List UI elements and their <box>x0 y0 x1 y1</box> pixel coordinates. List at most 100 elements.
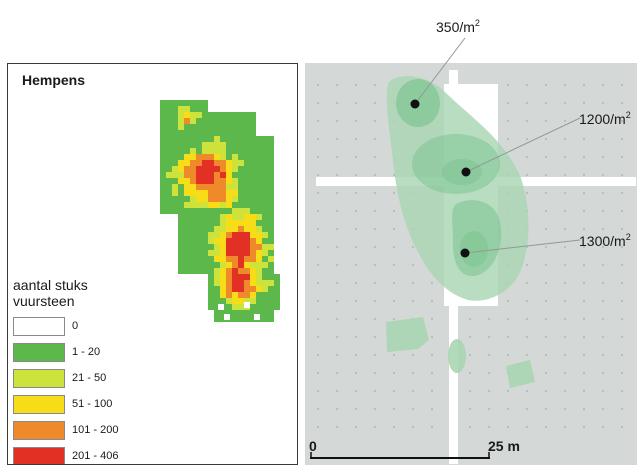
sample-point <box>316 299 320 303</box>
heatmap-cell <box>268 232 274 238</box>
heatmap-cell <box>166 202 172 208</box>
sample-point <box>316 317 320 321</box>
heatmap-cell <box>202 184 208 190</box>
heatmap-cell <box>274 298 280 304</box>
sample-point <box>354 101 358 105</box>
sample-point <box>335 83 339 87</box>
heatmap-cell <box>214 118 220 124</box>
legend: aantal stuks vuursteen 0 1 - 20 21 - 50 … <box>13 277 173 464</box>
heatmap-cell <box>214 304 220 310</box>
heatmap-cell <box>178 124 184 130</box>
sample-point <box>316 155 320 159</box>
heatmap-cell <box>196 202 202 208</box>
leader-line-1300 <box>464 239 581 254</box>
heatmap-cell <box>226 274 232 280</box>
heatmap-cell <box>226 220 232 226</box>
heatmap-cell <box>190 118 196 124</box>
heatmap-cell <box>196 196 202 202</box>
heatmap-cell <box>202 112 208 118</box>
heatmap-cell <box>172 172 178 178</box>
sample-point <box>601 245 605 249</box>
heatmap-cell <box>184 232 190 238</box>
sample-point <box>601 389 605 393</box>
heatmap-cell <box>160 124 166 130</box>
heatmap-cell <box>262 292 268 298</box>
heatmap-cell <box>232 124 238 130</box>
sample-point <box>601 83 605 87</box>
heatmap-cell <box>196 262 202 268</box>
heatmap-cell <box>268 160 274 166</box>
sample-point <box>335 191 339 195</box>
sample-point <box>563 155 567 159</box>
legend-label: 0 <box>72 320 79 332</box>
heatmap-cell <box>184 160 190 166</box>
heatmap-cell <box>256 214 262 220</box>
sample-point <box>563 425 567 429</box>
sample-point <box>354 119 358 123</box>
heatmap-cell <box>268 184 274 190</box>
heatmap-cell <box>196 160 202 166</box>
heatmap-cell <box>232 280 238 286</box>
density-annotation-exp: 2 <box>474 18 480 28</box>
heatmap-cell <box>268 250 274 256</box>
sample-point <box>506 353 510 357</box>
heatmap-cell <box>184 178 190 184</box>
heatmap-cell <box>202 208 208 214</box>
sample-point <box>316 335 320 339</box>
legend-item: 51 - 100 <box>13 391 173 417</box>
sample-point <box>582 173 586 177</box>
sample-point <box>316 353 320 357</box>
heatmap-cell <box>238 310 244 316</box>
heatmap-cell <box>178 130 184 136</box>
heatmap-cell <box>238 112 244 118</box>
sample-point <box>335 335 339 339</box>
heatmap-cell <box>214 148 220 154</box>
heatmap-cell <box>238 130 244 136</box>
heatmap-cell <box>256 190 262 196</box>
heatmap-cell <box>184 244 190 250</box>
heatmap-cell <box>196 130 202 136</box>
heatmap-cell <box>208 208 214 214</box>
heatmap-cell <box>268 316 274 322</box>
heatmap-cell <box>232 220 238 226</box>
heatmap-cell <box>220 298 226 304</box>
heatmap-cell <box>208 148 214 154</box>
heatmap-cell-empty <box>254 314 260 320</box>
heatmap-cell <box>178 166 184 172</box>
heatmap-cell <box>244 220 250 226</box>
heatmap-cell <box>220 316 226 322</box>
sample-point <box>335 281 339 285</box>
sample-point <box>601 173 605 177</box>
heatmap-cell <box>244 112 250 118</box>
heatmap-cell <box>208 172 214 178</box>
heatmap-cell <box>232 196 238 202</box>
heatmap-cell <box>226 124 232 130</box>
legend-title-line2: vuursteen <box>13 293 75 309</box>
sample-point <box>335 155 339 159</box>
heatmap-cell <box>202 100 208 106</box>
sample-point <box>468 371 472 375</box>
sample-point <box>411 281 415 285</box>
heatmap-cell <box>274 286 280 292</box>
sample-point <box>392 299 396 303</box>
density-heatmap <box>160 100 280 322</box>
heatmap-cell <box>214 250 220 256</box>
heatmap-cell <box>190 238 196 244</box>
heatmap-cell <box>268 190 274 196</box>
heatmap-cell <box>256 286 262 292</box>
heatmap-cell <box>208 118 214 124</box>
heatmap-cell <box>232 250 238 256</box>
sample-point <box>468 317 472 321</box>
heatmap-cell <box>214 292 220 298</box>
heatmap-cell <box>196 112 202 118</box>
heatmap-cell <box>220 244 226 250</box>
heatmap-cell <box>250 160 256 166</box>
heatmap-cell <box>208 238 214 244</box>
heatmap-cell <box>268 304 274 310</box>
sample-point <box>430 281 434 285</box>
heatmap-cell <box>250 148 256 154</box>
heatmap-cell <box>214 298 220 304</box>
leader-lines <box>414 37 581 254</box>
heatmap-cell <box>226 130 232 136</box>
heatmap-cell <box>208 226 214 232</box>
